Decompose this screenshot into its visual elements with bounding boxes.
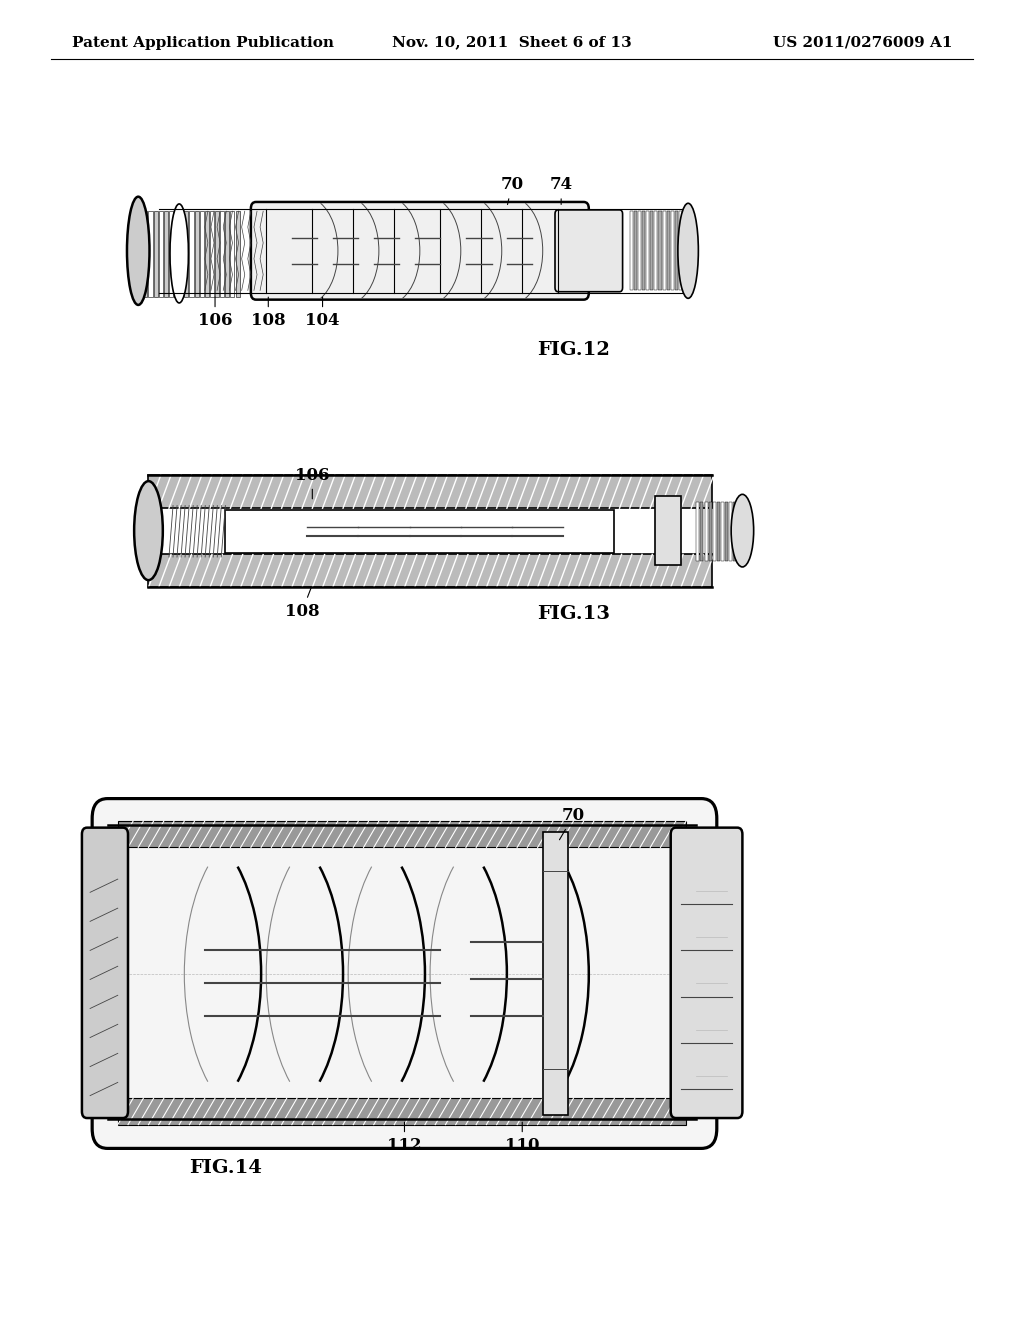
Bar <box>215 211 219 297</box>
Bar <box>705 502 708 561</box>
Text: 112: 112 <box>387 1122 422 1154</box>
Bar <box>195 211 199 297</box>
Bar <box>189 211 194 297</box>
Text: FIG.14: FIG.14 <box>188 1159 262 1177</box>
Bar <box>679 211 682 290</box>
Bar <box>642 211 645 290</box>
Bar <box>164 211 168 297</box>
Bar <box>236 211 240 297</box>
Bar <box>200 211 204 297</box>
Text: 108: 108 <box>251 297 286 329</box>
Ellipse shape <box>170 203 188 302</box>
Bar <box>658 211 662 290</box>
Bar <box>169 211 173 297</box>
Bar <box>646 211 649 290</box>
Bar <box>148 475 712 508</box>
Bar <box>675 211 678 290</box>
Bar <box>729 502 732 561</box>
FancyBboxPatch shape <box>671 828 742 1118</box>
FancyBboxPatch shape <box>92 799 717 1148</box>
Bar <box>174 211 178 297</box>
Text: Patent Application Publication: Patent Application Publication <box>72 36 334 50</box>
Bar <box>118 1098 686 1125</box>
Bar <box>717 502 720 561</box>
Text: 70: 70 <box>501 177 523 205</box>
Ellipse shape <box>127 197 150 305</box>
Text: 70: 70 <box>559 808 585 840</box>
Text: Nov. 10, 2011  Sheet 6 of 13: Nov. 10, 2011 Sheet 6 of 13 <box>392 36 632 50</box>
Bar <box>713 502 716 561</box>
Bar <box>148 211 153 297</box>
Bar <box>671 211 674 290</box>
Bar <box>210 211 214 297</box>
Bar <box>225 510 614 553</box>
Bar <box>543 832 568 1115</box>
Bar <box>683 211 686 290</box>
Text: 74: 74 <box>550 177 572 205</box>
Text: 106: 106 <box>198 297 232 329</box>
Bar <box>118 821 686 847</box>
Text: 110: 110 <box>505 1122 540 1154</box>
Bar <box>663 211 666 290</box>
Bar <box>721 502 724 561</box>
FancyBboxPatch shape <box>82 828 128 1118</box>
Bar <box>709 502 712 561</box>
Bar <box>650 211 653 290</box>
Bar <box>700 502 703 561</box>
Bar <box>225 211 229 297</box>
Bar <box>696 502 699 561</box>
Ellipse shape <box>731 495 754 568</box>
Bar <box>667 211 670 290</box>
Ellipse shape <box>678 203 698 298</box>
Bar <box>159 211 163 297</box>
Bar <box>230 211 234 297</box>
Ellipse shape <box>134 480 163 581</box>
Bar <box>638 211 641 290</box>
Bar <box>205 211 209 297</box>
Bar <box>725 502 728 561</box>
Text: 104: 104 <box>305 297 340 329</box>
Bar <box>630 211 633 290</box>
Bar <box>148 554 712 587</box>
Bar <box>179 211 183 297</box>
Bar <box>655 496 681 565</box>
FancyBboxPatch shape <box>251 202 589 300</box>
Bar <box>143 211 147 297</box>
Bar <box>184 211 188 297</box>
Bar <box>154 211 158 297</box>
Bar <box>654 211 657 290</box>
FancyBboxPatch shape <box>555 210 623 292</box>
Text: 108: 108 <box>285 587 319 619</box>
Text: FIG.13: FIG.13 <box>537 605 610 623</box>
Bar <box>138 211 142 297</box>
Bar <box>733 502 736 561</box>
Text: 106: 106 <box>295 467 330 499</box>
Text: US 2011/0276009 A1: US 2011/0276009 A1 <box>773 36 952 50</box>
Bar <box>634 211 637 290</box>
Text: FIG.12: FIG.12 <box>537 341 610 359</box>
Bar <box>220 211 224 297</box>
